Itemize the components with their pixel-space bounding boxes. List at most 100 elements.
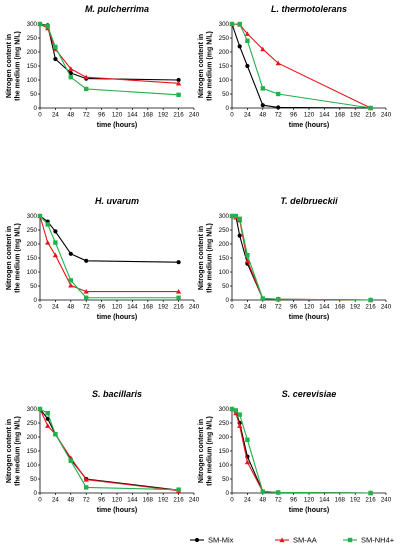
x-tick-label: 240 xyxy=(381,112,392,119)
series-line xyxy=(231,408,371,494)
x-tick-label: 24 xyxy=(244,497,251,504)
x-tick-label: 168 xyxy=(335,304,346,311)
x-tick-label: 96 xyxy=(290,497,297,504)
series-line xyxy=(231,408,371,494)
x-axis-label: time (hours) xyxy=(97,314,137,321)
y-tick-label: 300 xyxy=(27,406,38,413)
data-point xyxy=(176,92,181,98)
data-point xyxy=(237,423,243,428)
data-point xyxy=(237,216,242,221)
x-tick-label: 144 xyxy=(319,304,330,311)
data-point xyxy=(368,297,373,303)
series-line xyxy=(231,408,371,494)
x-tick-label: 0 xyxy=(230,497,234,504)
y-tick-label: 100 xyxy=(219,77,230,84)
data-point xyxy=(37,21,43,27)
data-point xyxy=(83,476,89,482)
series-line xyxy=(39,408,179,491)
x-tick-label: 48 xyxy=(67,497,74,504)
series-sm-nh4 xyxy=(37,213,181,300)
x-tick-label: 0 xyxy=(38,497,42,504)
data-point xyxy=(245,437,250,442)
y-axis-label: Nitrogen content in the medium (mg N/L) xyxy=(198,223,214,293)
y-axis-label-line: Nitrogen content in xyxy=(198,226,205,290)
x-tick-label: 96 xyxy=(290,112,297,119)
y-axis-label: Nitrogen content in the medium (mg N/L) xyxy=(198,416,214,486)
x-tick-label: 192 xyxy=(350,497,361,504)
series-line xyxy=(39,215,179,299)
series-sm-nh4 xyxy=(229,213,373,303)
data-point xyxy=(53,44,58,50)
y-axis-label: Nitrogen content in the medium (mg N/L) xyxy=(6,223,22,293)
y-tick-label: 200 xyxy=(27,434,38,441)
data-point xyxy=(244,258,250,263)
series-sm-mix xyxy=(37,406,181,493)
y-tick-label: 100 xyxy=(219,269,230,276)
series-line xyxy=(39,408,179,491)
y-axis-label-line: the medium (mg N/L) xyxy=(207,31,214,101)
data-point xyxy=(45,416,50,421)
data-point xyxy=(245,253,250,258)
x-tick-label: 96 xyxy=(98,112,105,119)
legend-item-sm-mix: SM-Mix xyxy=(190,536,234,545)
x-tick-label: 72 xyxy=(83,304,90,311)
x-axis-label: time (hours) xyxy=(289,122,329,129)
series-sm-mix xyxy=(229,213,373,303)
data-point xyxy=(53,432,58,437)
data-point xyxy=(83,289,89,294)
x-tick-label: 240 xyxy=(381,497,392,504)
series-line xyxy=(39,408,179,492)
x-tick-label: 144 xyxy=(127,497,138,504)
x-tick-label: 216 xyxy=(365,497,376,504)
y-axis-label-line: the medium (mg N/L) xyxy=(15,31,22,101)
x-tick-label: 0 xyxy=(230,112,234,119)
x-axis-label: time (hours) xyxy=(289,314,329,321)
data-point xyxy=(244,459,250,465)
series-line xyxy=(231,23,371,109)
series-line xyxy=(39,215,179,293)
series-sm-aa xyxy=(229,21,374,111)
x-tick-label: 72 xyxy=(275,497,282,504)
series-line xyxy=(39,23,179,84)
x-tick-label: 120 xyxy=(304,112,315,119)
data-point xyxy=(260,103,265,108)
data-point xyxy=(68,278,73,283)
chart-title: H. uvarum xyxy=(95,196,139,206)
y-tick-label: 150 xyxy=(219,63,230,70)
panel-m-pulcherrima: M. pulcherrima 0 50 100 150 200 250 300 0 24 48 72 9… xyxy=(6,4,200,129)
y-tick-label: 50 xyxy=(222,91,229,98)
y-axis-label-line: Nitrogen content in xyxy=(198,419,205,483)
y-axis-label-line: Nitrogen content in xyxy=(6,34,13,98)
series-sm-aa xyxy=(229,213,374,303)
x-tick-label: 48 xyxy=(67,304,74,311)
x-tick-label: 168 xyxy=(335,497,346,504)
x-tick-label: 120 xyxy=(112,112,123,119)
y-axis-label-line: Nitrogen content in xyxy=(6,226,13,290)
x-tick-label: 72 xyxy=(275,112,282,119)
series-sm-nh4 xyxy=(229,406,373,496)
y-tick-label: 250 xyxy=(27,227,38,234)
data-point xyxy=(233,410,239,416)
x-tick-label: 216 xyxy=(173,112,184,119)
x-tick-label: 144 xyxy=(319,112,330,119)
y-axis-label-line: the medium (mg N/L) xyxy=(15,416,22,486)
y-tick-label: 300 xyxy=(219,21,230,28)
x-tick-label: 72 xyxy=(83,112,90,119)
x-tick-label: 216 xyxy=(173,497,184,504)
y-tick-label: 100 xyxy=(27,462,38,469)
x-tick-label: 24 xyxy=(52,497,59,504)
y-tick-label: 50 xyxy=(30,91,37,98)
y-tick-label: 250 xyxy=(27,35,38,42)
y-tick-label: 300 xyxy=(27,213,38,220)
x-tick-label: 192 xyxy=(158,304,169,311)
x-axis-label: time (hours) xyxy=(97,507,137,514)
y-tick-label: 150 xyxy=(219,255,230,262)
x-tick-label: 0 xyxy=(38,304,42,311)
data-point xyxy=(237,233,242,238)
series-sm-mix xyxy=(37,21,181,83)
x-tick-label: 0 xyxy=(230,304,234,311)
y-axis-label-line: Nitrogen content in xyxy=(6,419,13,483)
x-tick-label: 240 xyxy=(189,497,200,504)
data-point xyxy=(260,296,265,301)
data-point xyxy=(245,38,250,43)
